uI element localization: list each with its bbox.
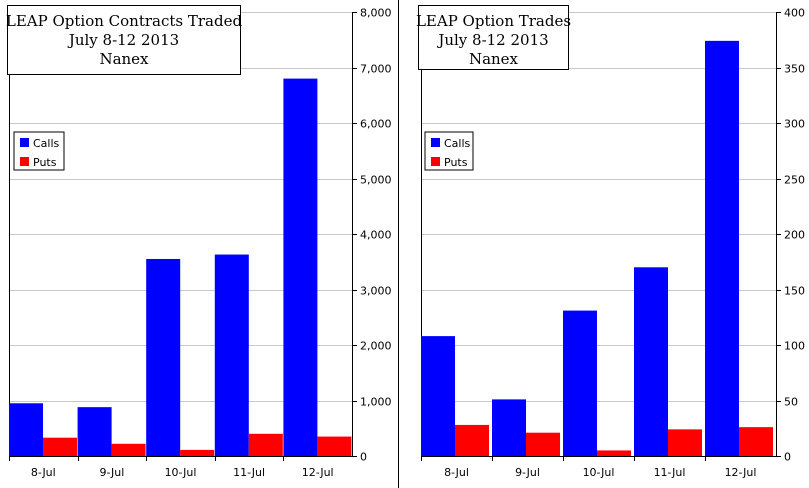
chart-title: LEAP Option Contracts Traded <box>6 12 243 30</box>
y-tick-label: 100 <box>784 340 805 353</box>
bar-puts <box>526 432 560 456</box>
y-tick-label: 4,000 <box>360 229 392 242</box>
y-tick-label: 2,000 <box>360 340 392 353</box>
x-tick-label: 12-Jul <box>725 466 757 479</box>
x-tick-label: 8-Jul <box>31 466 56 479</box>
x-tick-label: 9-Jul <box>515 466 540 479</box>
bar-puts <box>597 450 631 456</box>
y-tick-label: 5,000 <box>360 174 392 187</box>
title-box <box>7 5 241 75</box>
y-tick-label: 0 <box>360 451 367 464</box>
chart-title: LEAP Option Trades <box>416 12 571 30</box>
chart-2: 0 50 100 150 200 250 300 350 400 8-Jul 9-Jul 10-Jul… <box>416 5 805 479</box>
y-tick-label: 50 <box>784 396 798 409</box>
bar-calls <box>214 254 249 456</box>
x-tick-label: 11-Jul <box>233 466 265 479</box>
bar-calls <box>283 78 318 456</box>
y-tick-label: 3,000 <box>360 285 392 298</box>
legend-swatch <box>20 157 29 166</box>
bar-calls <box>563 310 597 456</box>
bar-calls <box>9 403 43 456</box>
title-box <box>418 5 569 70</box>
chart-1: 0 1,000 2,000 3,000 4,000 5,000 6,000 7,000 8,00… <box>6 5 392 479</box>
bar-calls <box>705 40 739 457</box>
x-tick-label: 10-Jul <box>583 466 615 479</box>
legend-swatch <box>431 138 440 147</box>
bar-puts <box>455 424 489 456</box>
bar-calls <box>77 407 112 456</box>
y-tick-label: 1,000 <box>360 396 392 409</box>
x-tick-label: 8-Jul <box>444 466 469 479</box>
bar-calls <box>146 258 181 456</box>
bar-puts <box>248 433 283 456</box>
y-tick-label: 250 <box>784 174 805 187</box>
bar-calls <box>634 267 668 456</box>
y-tick-label: 300 <box>784 118 805 131</box>
y-tick-label: 8,000 <box>360 7 392 20</box>
x-tick-label: 9-Jul <box>99 466 124 479</box>
legend-label: Calls <box>444 137 471 150</box>
chart-subtitle: Nanex <box>99 50 149 68</box>
y-tick-label: 350 <box>784 63 805 76</box>
y-tick-label: 400 <box>784 7 805 20</box>
bar-puts <box>739 427 773 456</box>
y-tick-label: 0 <box>784 451 791 464</box>
y-tick-label: 200 <box>784 229 805 242</box>
legend-swatch <box>431 157 440 166</box>
legend-swatch <box>20 138 29 147</box>
bar-puts <box>43 437 77 456</box>
legend-label: Puts <box>33 156 57 169</box>
legend-label: Puts <box>444 156 468 169</box>
legend-label: Calls <box>33 137 60 150</box>
bar-calls <box>492 399 526 456</box>
bar-puts <box>180 449 215 456</box>
y-tick-label: 6,000 <box>360 118 392 131</box>
y-tick-label: 7,000 <box>360 63 392 76</box>
bar-puts <box>317 436 352 456</box>
chart-subtitle: July 8-12 2013 <box>436 31 548 49</box>
y-tick-label: 150 <box>784 285 805 298</box>
bar-puts <box>668 429 702 456</box>
x-tick-label: 11-Jul <box>654 466 686 479</box>
chart-subtitle: Nanex <box>469 50 519 68</box>
chart-subtitle: July 8-12 2013 <box>67 31 179 49</box>
bar-puts <box>111 443 146 456</box>
x-tick-label: 10-Jul <box>165 466 197 479</box>
bar-calls <box>421 336 455 456</box>
x-tick-label: 12-Jul <box>302 466 334 479</box>
